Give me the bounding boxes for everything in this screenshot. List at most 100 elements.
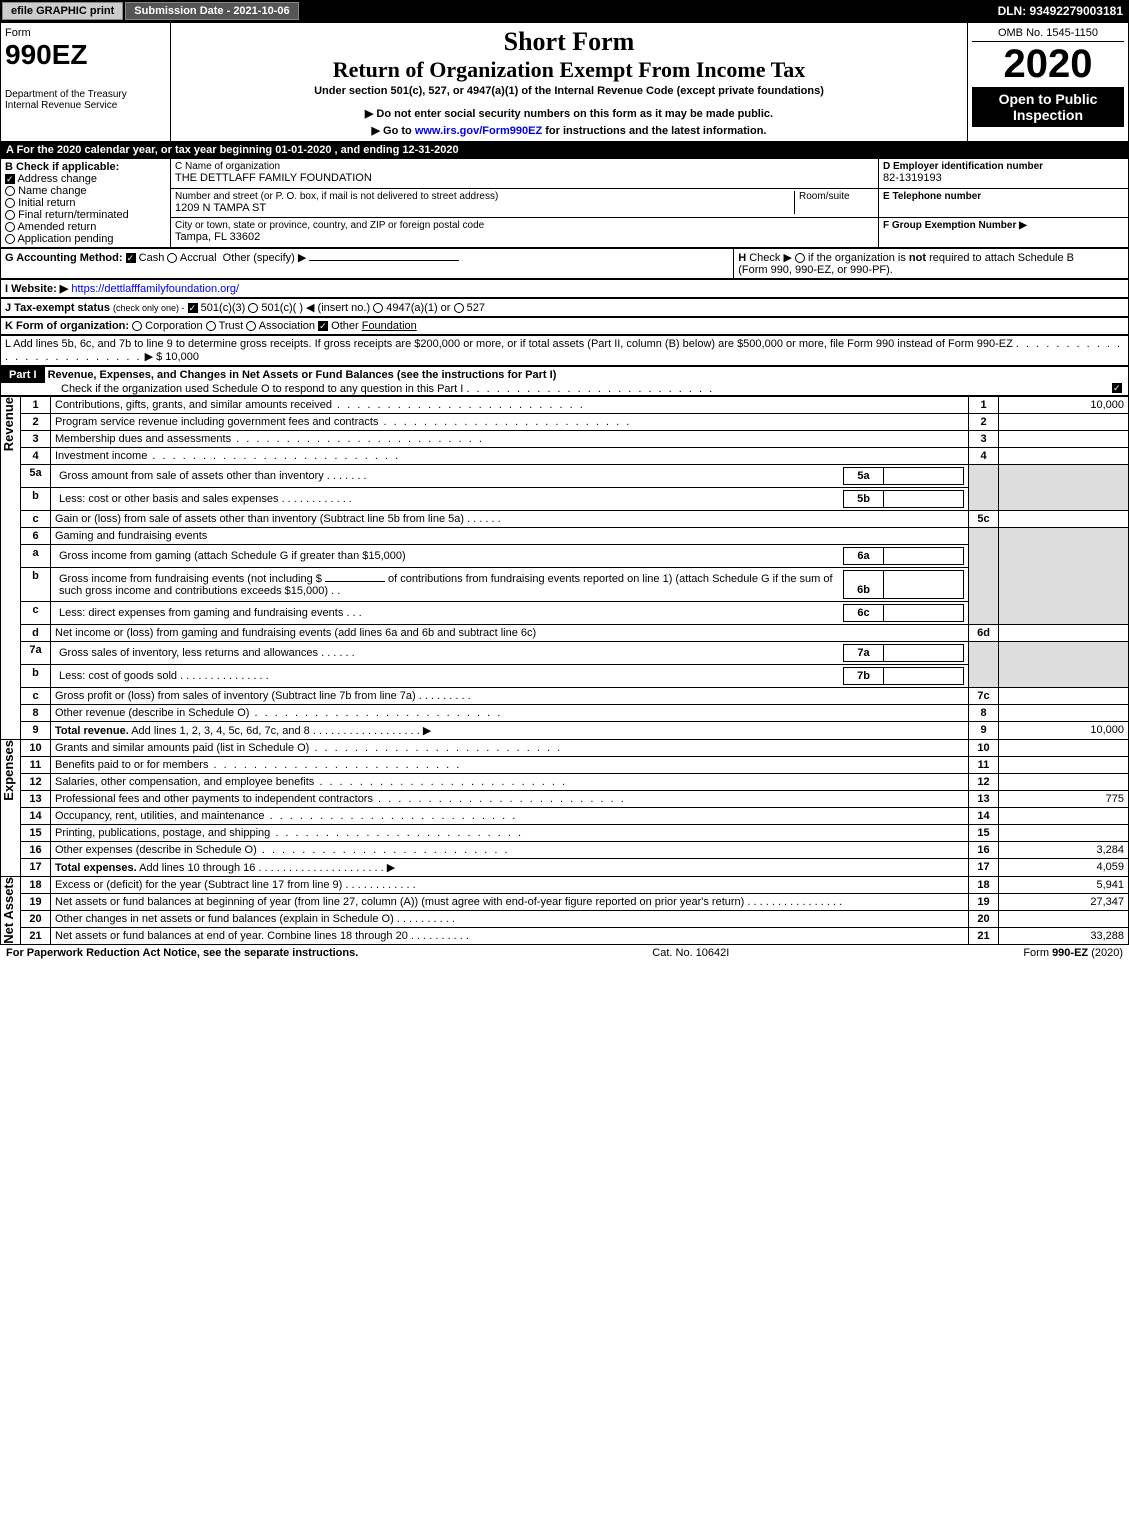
label-corp: Corporation xyxy=(145,320,202,332)
radio-527[interactable] xyxy=(454,303,464,313)
dln-text: DLN: 93492279003181 xyxy=(998,4,1129,18)
line-8-val xyxy=(999,705,1129,722)
checkbox-schedule-o[interactable] xyxy=(1112,383,1122,393)
radio-accrual[interactable] xyxy=(167,253,177,263)
line-16-text: Other expenses (describe in Schedule O) xyxy=(51,842,969,859)
line-21-num: 21 xyxy=(21,928,51,945)
section-f-label: F Group Exemption Number ▶ xyxy=(883,220,1124,231)
line-9-text: Total revenue. Add lines 1, 2, 3, 4, 5c,… xyxy=(51,722,969,740)
radio-501c[interactable] xyxy=(248,303,258,313)
label-501c: 501(c)( ) ◀ (insert no.) xyxy=(261,302,370,314)
city-value: Tampa, FL 33602 xyxy=(175,231,874,243)
radio-h-check[interactable] xyxy=(795,253,805,263)
line-6b-num: b xyxy=(21,568,51,602)
line-10-text: Grants and similar amounts paid (list in… xyxy=(51,740,969,757)
check-amended[interactable]: Amended return xyxy=(5,221,166,233)
checkbox-other-org[interactable] xyxy=(318,321,328,331)
addr-label: Number and street (or P. O. box, if mail… xyxy=(175,191,794,202)
line-7c-ref: 7c xyxy=(969,688,999,705)
line-9-num: 9 xyxy=(21,722,51,740)
line-14-ref: 14 xyxy=(969,808,999,825)
label-501c3: 501(c)(3) xyxy=(201,302,246,314)
label-address-change: Address change xyxy=(17,173,97,185)
label-final-return: Final return/terminated xyxy=(18,209,129,221)
check-name-change[interactable]: Name change xyxy=(5,185,166,197)
part1-check-text: Check if the organization used Schedule … xyxy=(1,383,463,395)
checkbox-cash[interactable] xyxy=(126,253,136,263)
header-left: Form 990EZ Department of the Treasury In… xyxy=(1,23,171,141)
line-13-val: 775 xyxy=(999,791,1129,808)
label-other-specify: Other (specify) ▶ xyxy=(223,252,307,264)
line-1-num: 1 xyxy=(21,397,51,414)
label-amended: Amended return xyxy=(17,221,96,233)
line-4-num: 4 xyxy=(21,448,51,465)
line-19-num: 19 xyxy=(21,894,51,911)
dept-treasury: Department of the Treasury xyxy=(5,89,166,100)
line-10-ref: 10 xyxy=(969,740,999,757)
part1-header: Part I Revenue, Expenses, and Changes in… xyxy=(0,366,1129,396)
line-18-num: 18 xyxy=(21,877,51,894)
j-line-table: J Tax-exempt status (check only one) - 5… xyxy=(0,298,1129,317)
line-13-ref: 13 xyxy=(969,791,999,808)
label-other-org: Other xyxy=(331,320,359,332)
label-accrual: Accrual xyxy=(180,252,217,264)
l-arrow: ▶ $ xyxy=(145,351,163,363)
efile-print-button[interactable]: efile GRAPHIC print xyxy=(2,2,123,20)
line-11-num: 11 xyxy=(21,757,51,774)
omb-number: OMB No. 1545-1150 xyxy=(972,27,1124,42)
line-18-val: 5,941 xyxy=(999,877,1129,894)
line-7c-text: Gross profit or (loss) from sales of inv… xyxy=(51,688,969,705)
part1-dots xyxy=(466,383,714,395)
line-14-val xyxy=(999,808,1129,825)
check-app-pending[interactable]: Application pending xyxy=(5,233,166,245)
line-2-num: 2 xyxy=(21,414,51,431)
l-text: L Add lines 5b, 6c, and 7b to line 9 to … xyxy=(5,338,1013,350)
line-17-num: 17 xyxy=(21,859,51,877)
section-d-label: D Employer identification number xyxy=(883,161,1124,172)
radio-assoc[interactable] xyxy=(246,321,256,331)
line-16-ref: 16 xyxy=(969,842,999,859)
check-final-return[interactable]: Final return/terminated xyxy=(5,209,166,221)
line-18-ref: 18 xyxy=(969,877,999,894)
k-label: K Form of organization: xyxy=(5,320,129,332)
radio-app-pending[interactable] xyxy=(5,234,15,244)
line-7b-text: Less: cost of goods sold . . . . . . . .… xyxy=(51,665,969,688)
radio-4947[interactable] xyxy=(373,303,383,313)
line-19-text: Net assets or fund balances at beginning… xyxy=(51,894,969,911)
line-2-ref: 2 xyxy=(969,414,999,431)
street-address: 1209 N TAMPA ST xyxy=(175,202,794,214)
revenue-section-label: Revenue xyxy=(1,397,16,451)
other-org-value: Foundation xyxy=(362,320,417,332)
radio-amended[interactable] xyxy=(5,222,15,232)
line-21-ref: 21 xyxy=(969,928,999,945)
line-5c-num: c xyxy=(21,511,51,528)
header-right: OMB No. 1545-1150 2020 Open to Public In… xyxy=(968,23,1128,141)
line-5a-num: 5a xyxy=(21,465,51,488)
radio-initial-return[interactable] xyxy=(5,198,15,208)
check-initial-return[interactable]: Initial return xyxy=(5,197,166,209)
radio-corp[interactable] xyxy=(132,321,142,331)
label-527: 527 xyxy=(467,302,485,314)
line-6d-ref: 6d xyxy=(969,625,999,642)
line-2-val xyxy=(999,414,1129,431)
line-13-num: 13 xyxy=(21,791,51,808)
radio-final-return[interactable] xyxy=(5,210,15,220)
radio-name-change[interactable] xyxy=(5,186,15,196)
line-3-val xyxy=(999,431,1129,448)
checkbox-address-change[interactable] xyxy=(5,174,15,184)
line-4-ref: 4 xyxy=(969,448,999,465)
irs-link[interactable]: www.irs.gov/Form990EZ xyxy=(415,125,542,137)
website-link[interactable]: https://dettlafffamilyfoundation.org/ xyxy=(71,283,239,295)
line-5c-val xyxy=(999,511,1129,528)
line-5a-text: Gross amount from sale of assets other t… xyxy=(51,465,969,488)
line-15-ref: 15 xyxy=(969,825,999,842)
check-address-change[interactable]: Address change xyxy=(5,173,166,185)
label-4947: 4947(a)(1) or xyxy=(386,302,450,314)
line-20-num: 20 xyxy=(21,911,51,928)
entity-info-table: B Check if applicable: Address change Na… xyxy=(0,158,1129,248)
g-label: G Accounting Method: xyxy=(5,252,123,264)
checkbox-501c3[interactable] xyxy=(188,303,198,313)
radio-trust[interactable] xyxy=(206,321,216,331)
submission-date-button[interactable]: Submission Date - 2021-10-06 xyxy=(125,2,298,20)
ein-value: 82-1319193 xyxy=(883,172,1124,184)
